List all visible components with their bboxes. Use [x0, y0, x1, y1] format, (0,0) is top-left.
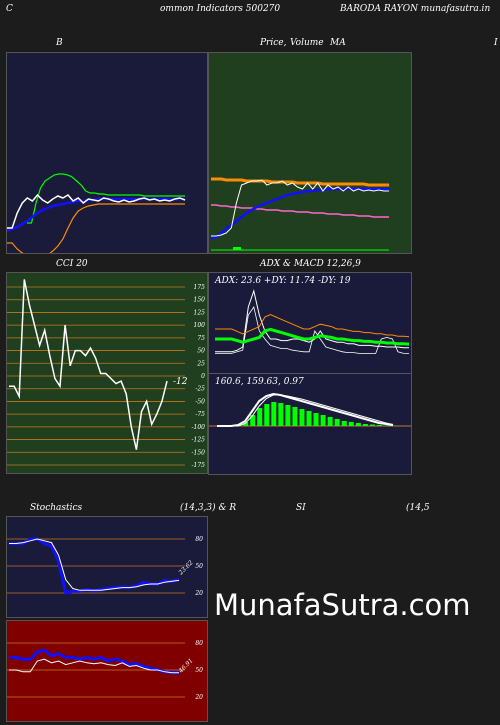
stoch-d-line — [9, 538, 180, 591]
bollinger-panel — [6, 52, 208, 260]
macd-histogram-bar — [327, 417, 333, 426]
header-right: BARODA RAYON munafasutra.in — [340, 4, 491, 14]
rsi-tick-label: 50 — [195, 667, 203, 674]
adx-macd-title: ADX & MACD 12,26,9 — [260, 259, 361, 269]
ma-price-line — [211, 179, 389, 237]
macd-line — [217, 392, 394, 427]
bollinger-upper-band — [27, 173, 185, 224]
macd-histogram-bar — [383, 425, 389, 426]
adx-readout: ADX: 23.6 +DY: 11.74 -DY: 19 — [215, 276, 351, 286]
stoch-tick-label: 20 — [194, 590, 203, 597]
cci-tick-label: -175 — [192, 462, 206, 469]
cci-tick-label: 100 — [194, 322, 206, 329]
bollinger-price-line — [7, 193, 186, 229]
cci-tick-label: -150 — [192, 449, 206, 456]
price-ma-chart — [210, 177, 389, 251]
macd-readout: 160.6, 159.63, 0.97 — [215, 377, 304, 387]
stochastics-title: Stochastics — [30, 503, 83, 513]
cci-tick-label: -25 — [195, 386, 205, 393]
cci-tick-label: 0 — [201, 373, 205, 380]
si-params-title: (14,5 — [406, 503, 430, 513]
volume-bar — [233, 247, 241, 250]
adx-chart — [215, 289, 410, 354]
stoch-params-title: (14,3,3) & R — [180, 503, 237, 513]
macd-histogram-bar — [362, 424, 368, 426]
macd-histogram-bar — [306, 411, 312, 426]
price-ma-panel — [208, 52, 412, 254]
cci-line — [9, 279, 168, 450]
macd-histogram-bar — [292, 407, 298, 426]
cci-tick-label: 25 — [196, 360, 205, 367]
cci-tick-label: -125 — [192, 437, 206, 444]
macd-histogram-bar — [243, 422, 249, 426]
volume-title: Volume — [290, 38, 324, 48]
cci-panel: 175 150 125 100 75 50 25 0 -25 -50 -75 -100 -125 -150… — [6, 272, 208, 474]
cci-title: CCI 20 — [56, 259, 88, 269]
macd-histogram-bar — [334, 419, 340, 426]
ma-orange-line — [211, 177, 389, 187]
stoch-current-label: 23.62 — [177, 559, 195, 577]
macd-histogram-bar — [278, 403, 284, 426]
rsi-tick-label: 20 — [194, 694, 203, 701]
macd-histogram-bar — [264, 404, 270, 426]
cci-tick-label: -75 — [195, 411, 205, 418]
si-title: SI — [296, 503, 306, 513]
macd-histogram-bar — [257, 408, 263, 426]
macd-histogram-bar — [369, 424, 375, 426]
ma-title: MA — [330, 38, 346, 48]
macd-histogram-bar — [348, 422, 354, 426]
rsi-blue-line — [9, 648, 180, 675]
rsi-tick-label: 80 — [195, 640, 203, 647]
macd-histogram-bar — [285, 405, 291, 426]
macd-panel: 160.6, 159.63, 0.97 — [208, 373, 412, 475]
cci-tick-label: -100 — [192, 424, 206, 431]
macd-chart — [209, 392, 411, 427]
cci-tick-label: 175 — [194, 284, 206, 291]
rsi-chart: 80 50 20 46.91 — [7, 640, 203, 701]
cci-tick-label: 50 — [197, 348, 205, 355]
price-title: Price, — [260, 38, 287, 48]
stoch-tick-label: 50 — [195, 563, 203, 570]
adx-panel: ADX: 23.6 +DY: 11.74 -DY: 19 — [208, 272, 412, 374]
macd-histogram-bar — [376, 425, 382, 426]
right-edge-title: I — [494, 38, 498, 48]
header-left: C — [6, 4, 13, 14]
macd-histogram-bar — [355, 423, 361, 426]
rsi-panel: 80 50 20 46.91 — [6, 620, 208, 722]
cci-tick-label: 150 — [194, 297, 206, 304]
rsi-current-label: 46.91 — [177, 657, 195, 675]
cci-chart: 175 150 125 100 75 50 25 0 -25 -50 -75 -100 -125 -150… — [7, 279, 206, 469]
adx-plus-dy-line — [215, 306, 410, 354]
watermark: MunafaSutra.com — [214, 588, 471, 622]
macd-histogram-bar — [250, 415, 256, 426]
header-center: ommon Indicators 500270 — [160, 4, 281, 14]
cci-tick-label: 125 — [194, 309, 206, 316]
macd-histogram-bar — [320, 415, 326, 426]
adx-line — [215, 327, 410, 346]
bollinger-title: B — [56, 38, 63, 48]
macd-signal-line — [217, 394, 394, 427]
stoch-chart: 80 50 20 23.62 — [7, 536, 203, 597]
stoch-panel: 80 50 20 23.62 — [6, 516, 208, 618]
macd-histogram-bar — [271, 402, 277, 426]
stoch-tick-label: 80 — [195, 536, 203, 543]
adx-orange-line — [215, 314, 410, 338]
ma-blue-line — [210, 187, 389, 241]
cci-tick-label: -50 — [195, 398, 205, 405]
cci-tick-label: 75 — [197, 335, 205, 342]
macd-histogram-bar — [299, 409, 305, 426]
macd-histogram-bar — [313, 413, 319, 426]
bollinger-chart — [6, 173, 186, 260]
rsi-line — [9, 658, 179, 674]
ma-pink-line — [211, 204, 389, 218]
macd-histogram-bar — [341, 421, 347, 426]
cci-current-label: -12 — [173, 377, 188, 387]
